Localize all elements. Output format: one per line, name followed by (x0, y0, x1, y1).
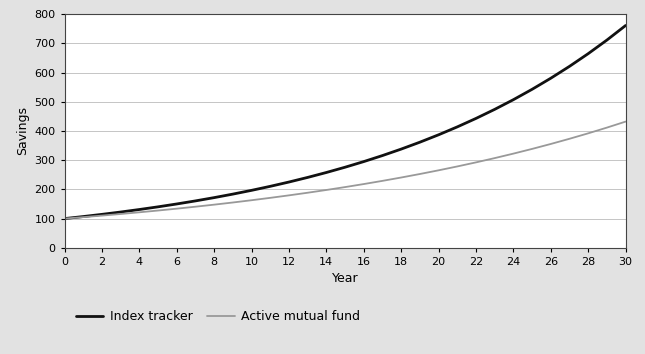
Active mutual fund (154, 209, 162, 213)
Index tracker (416, 140, 424, 144)
Active mutual fund (528, 147, 536, 151)
Active mutual fund (341, 185, 349, 189)
Legend: Index tracker, Active mutual fund: Index tracker, Active mutual fund (71, 306, 365, 329)
Active mutual fund (61, 216, 68, 221)
Active mutual fund (472, 160, 480, 165)
Active mutual fund (397, 175, 405, 179)
Index tracker (79, 215, 87, 219)
Active mutual fund (510, 152, 517, 156)
Active mutual fund (622, 119, 630, 124)
Index tracker (435, 133, 442, 137)
Active mutual fund (566, 137, 573, 141)
Index tracker (61, 216, 68, 221)
Index tracker (229, 192, 237, 196)
Index tracker (341, 165, 349, 169)
Index tracker (173, 202, 181, 206)
Line: Index tracker: Index tracker (64, 25, 626, 218)
Active mutual fund (435, 168, 442, 172)
Index tracker (566, 64, 573, 68)
Index tracker (285, 180, 293, 184)
Active mutual fund (192, 205, 199, 209)
Active mutual fund (210, 202, 218, 207)
Index tracker (248, 188, 255, 193)
Active mutual fund (547, 142, 555, 146)
Active mutual fund (491, 156, 499, 160)
Active mutual fund (135, 210, 143, 215)
Line: Active mutual fund: Active mutual fund (64, 121, 626, 218)
Index tracker (472, 116, 480, 120)
Active mutual fund (98, 213, 106, 218)
Active mutual fund (584, 131, 592, 136)
Active mutual fund (117, 212, 124, 216)
Active mutual fund (322, 188, 330, 192)
Index tracker (135, 207, 143, 212)
Index tracker (528, 87, 536, 91)
Index tracker (360, 159, 368, 164)
Index tracker (603, 38, 611, 42)
Active mutual fund (248, 198, 255, 202)
Index tracker (622, 23, 630, 28)
Index tracker (379, 153, 386, 158)
Index tracker (453, 125, 461, 129)
Active mutual fund (229, 200, 237, 205)
Active mutual fund (304, 190, 312, 195)
Index tracker (98, 212, 106, 217)
Index tracker (154, 205, 162, 209)
Index tracker (304, 175, 312, 179)
Index tracker (192, 199, 199, 203)
Index tracker (547, 76, 555, 80)
Index tracker (266, 184, 274, 188)
Active mutual fund (360, 182, 368, 186)
Active mutual fund (416, 172, 424, 176)
Index tracker (210, 195, 218, 200)
X-axis label: Year: Year (332, 272, 359, 285)
Active mutual fund (79, 215, 87, 219)
Y-axis label: Savings: Savings (15, 107, 29, 155)
Index tracker (491, 107, 499, 112)
Active mutual fund (266, 196, 274, 200)
Index tracker (117, 210, 124, 214)
Active mutual fund (603, 125, 611, 130)
Index tracker (322, 170, 330, 175)
Index tracker (584, 51, 592, 56)
Active mutual fund (379, 179, 386, 183)
Index tracker (397, 147, 405, 151)
Index tracker (510, 98, 517, 102)
Active mutual fund (285, 193, 293, 198)
Active mutual fund (173, 206, 181, 211)
Active mutual fund (453, 164, 461, 169)
